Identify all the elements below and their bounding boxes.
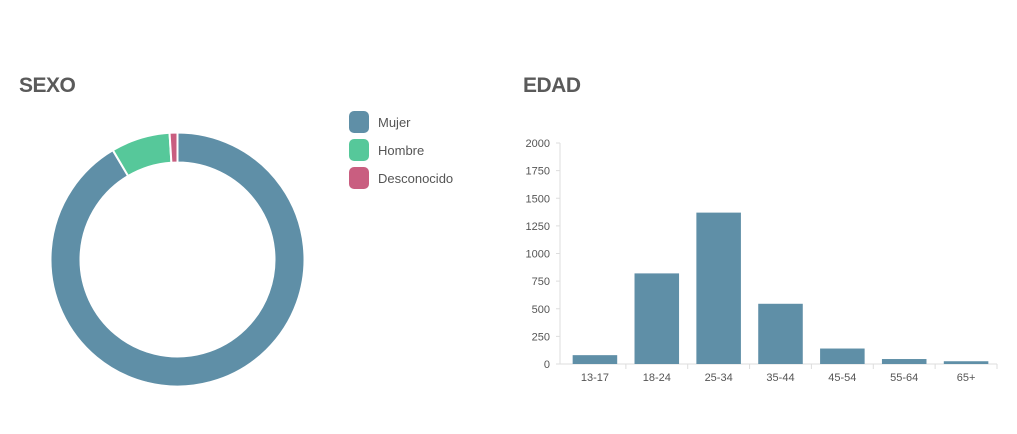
legend-swatch-mujer <box>349 111 369 133</box>
y-tick-label: 1750 <box>526 166 550 178</box>
y-tick-label: 0 <box>544 359 550 371</box>
y-tick-label: 250 <box>532 331 550 343</box>
y-tick-label: 1000 <box>526 249 550 261</box>
sexo-legend: Mujer Hombre Desconocido <box>349 108 453 192</box>
legend-item-mujer[interactable]: Mujer <box>349 108 453 136</box>
y-tick-label: 500 <box>532 304 550 316</box>
legend-swatch-hombre <box>349 139 369 161</box>
bar-65+[interactable] <box>943 361 989 364</box>
bar-25-34[interactable] <box>696 212 741 364</box>
legend-label-desconocido: Desconocido <box>378 170 454 186</box>
bar-13-17[interactable] <box>572 355 618 364</box>
x-tick-label: 13-17 <box>581 372 609 384</box>
x-tick-label: 65+ <box>957 372 976 384</box>
edad-chart-title: EDAD <box>523 74 581 97</box>
legend-label-hombre: Hombre <box>378 142 425 158</box>
bar-18-24[interactable] <box>634 273 680 364</box>
y-tick-label: 1250 <box>526 221 550 233</box>
legend-swatch-desconocido <box>349 167 369 189</box>
donut-slice-desconocido[interactable] <box>168 131 179 164</box>
legend-item-hombre[interactable]: Hombre <box>349 136 453 164</box>
legend-item-desconocido[interactable]: Desconocido <box>349 164 453 192</box>
sexo-chart-title: SEXO <box>19 74 76 97</box>
y-tick-label: 750 <box>532 276 550 288</box>
edad-bar-chart: 0 250 500 750 1000 1250 1500 1750 2000 13-17 18-2… <box>526 138 998 384</box>
x-tick-label: 25-34 <box>705 372 733 384</box>
legend-label-mujer: Mujer <box>378 114 411 130</box>
x-tick-label: 55-64 <box>890 372 918 384</box>
bar-35-44[interactable] <box>758 303 803 364</box>
x-tick-label: 45-54 <box>828 372 856 384</box>
sexo-donut-chart <box>49 131 306 388</box>
donut-slice-mujer[interactable] <box>49 131 306 388</box>
bar-55-64[interactable] <box>881 359 927 364</box>
x-tick-label: 18-24 <box>643 372 671 384</box>
y-tick-label: 1500 <box>526 193 550 205</box>
y-tick-label: 2000 <box>526 138 550 150</box>
x-tick-label: 35-44 <box>766 372 794 384</box>
bar-45-54[interactable] <box>820 348 865 364</box>
